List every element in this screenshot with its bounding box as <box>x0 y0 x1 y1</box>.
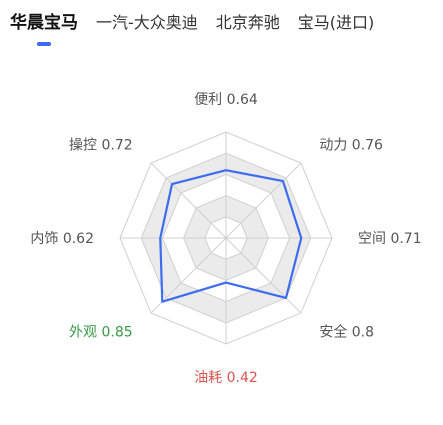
tab-huachen-bmw[interactable]: 华晨宝马 <box>10 10 78 46</box>
active-tab-indicator <box>37 42 51 46</box>
radar-axis-label: 操控 0.72 <box>69 138 133 154</box>
radar-axis-label: 动力 0.76 <box>319 138 383 154</box>
radar-axis-label: 外观 0.85 <box>69 324 133 340</box>
radar-axis-line <box>225 237 302 314</box>
radar-axis-label: 安全 0.8 <box>319 323 374 340</box>
brand-tabs: 华晨宝马 一汽-大众奥迪 北京奔驰 宝马(进口) <box>10 10 435 50</box>
radar-axis-label: 油耗 0.42 <box>194 370 258 386</box>
radar-axis-label: 便利 0.64 <box>194 92 258 108</box>
radar-axis-line <box>150 162 227 239</box>
tab-bmw-import[interactable]: 宝马(进口) <box>298 10 375 36</box>
radar-series-line <box>159 169 303 303</box>
tab-beijing-benz[interactable]: 北京奔驰 <box>216 10 280 36</box>
radar-axis-label: 内饰 0.62 <box>30 231 94 247</box>
radar-chart-svg: 便利 0.64 动力 0.76 空间 0.71 安全 0.8 油耗 0.42 外观 0.8… <box>30 92 422 386</box>
tab-label: 一汽-大众奥迪 <box>96 13 198 32</box>
tab-label: 华晨宝马 <box>10 13 78 33</box>
tab-label: 宝马(进口) <box>297 13 375 32</box>
tab-faw-vw-audi[interactable]: 一汽-大众奥迪 <box>96 10 198 36</box>
radar-axis-label: 空间 0.71 <box>358 231 422 247</box>
tab-label: 北京奔驰 <box>215 13 280 32</box>
radar-axis-line <box>225 162 302 239</box>
radar-chart: 便利 0.64 动力 0.76 空间 0.71 安全 0.8 油耗 0.42 外观 0.8… <box>0 50 443 421</box>
